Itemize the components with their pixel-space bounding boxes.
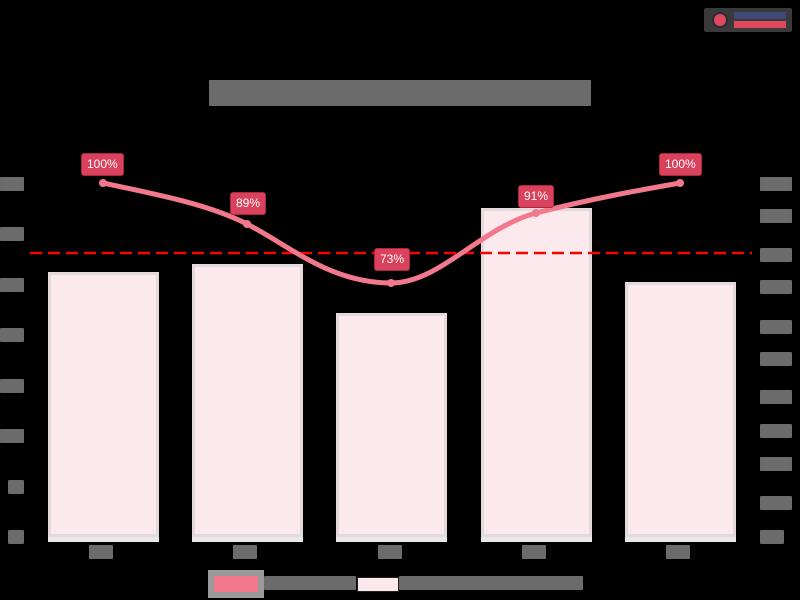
line-marker [243,220,251,228]
line-marker [676,179,684,187]
data-label: 73% [374,248,411,271]
logo-circle-icon [712,12,728,28]
right-axis-tick-label [760,280,792,294]
bar-1 [192,264,303,537]
data-label: 91% [518,185,555,208]
legend-label [399,576,583,590]
logo-text-bottom [734,21,786,28]
left-axis-tick-label [0,379,24,393]
left-axis-tick-label [8,530,24,544]
data-label: 100% [81,153,124,176]
legend-swatch-line [208,570,264,598]
right-axis-tick-label [760,248,792,262]
bar-base [48,537,159,542]
left-axis-tick-label [0,227,24,241]
right-axis-tick-label [760,177,792,191]
x-axis-tick-label [666,545,690,559]
line-marker [387,279,395,287]
left-axis-tick-label [0,177,24,191]
logo [704,8,792,32]
right-axis-tick-label [760,209,792,223]
logo-text-top [734,12,786,19]
right-axis-tick-label [760,530,784,544]
bar-0 [48,272,159,537]
x-axis-tick-label [522,545,546,559]
left-axis-tick-label [0,429,24,443]
right-axis-tick-label [760,496,792,510]
legend-swatch-bar [357,577,399,592]
right-axis-tick-label [760,390,792,404]
line-marker [99,179,107,187]
left-axis-tick-label [8,480,24,494]
bar-4 [625,282,736,537]
x-axis-tick-label [233,545,257,559]
legend-swatch-line-fill [214,576,258,592]
bar-3 [481,208,592,537]
data-label: 89% [230,192,267,215]
data-label: 100% [659,153,702,176]
x-axis-tick-label [378,545,402,559]
right-axis-tick-label [760,424,792,438]
chart-title [209,80,591,106]
line-marker [532,209,540,217]
legend-label [264,576,356,590]
left-axis-tick-label [0,328,24,342]
bar-base [625,537,736,542]
left-axis-tick-label [0,278,24,292]
bar-base [192,537,303,542]
bar-base [481,537,592,542]
right-axis-tick-label [760,320,792,334]
x-axis-tick-label [89,545,113,559]
right-axis-tick-label [760,457,792,471]
bar-base [336,537,447,542]
right-axis-tick-label [760,352,792,366]
bar-2 [336,313,447,537]
